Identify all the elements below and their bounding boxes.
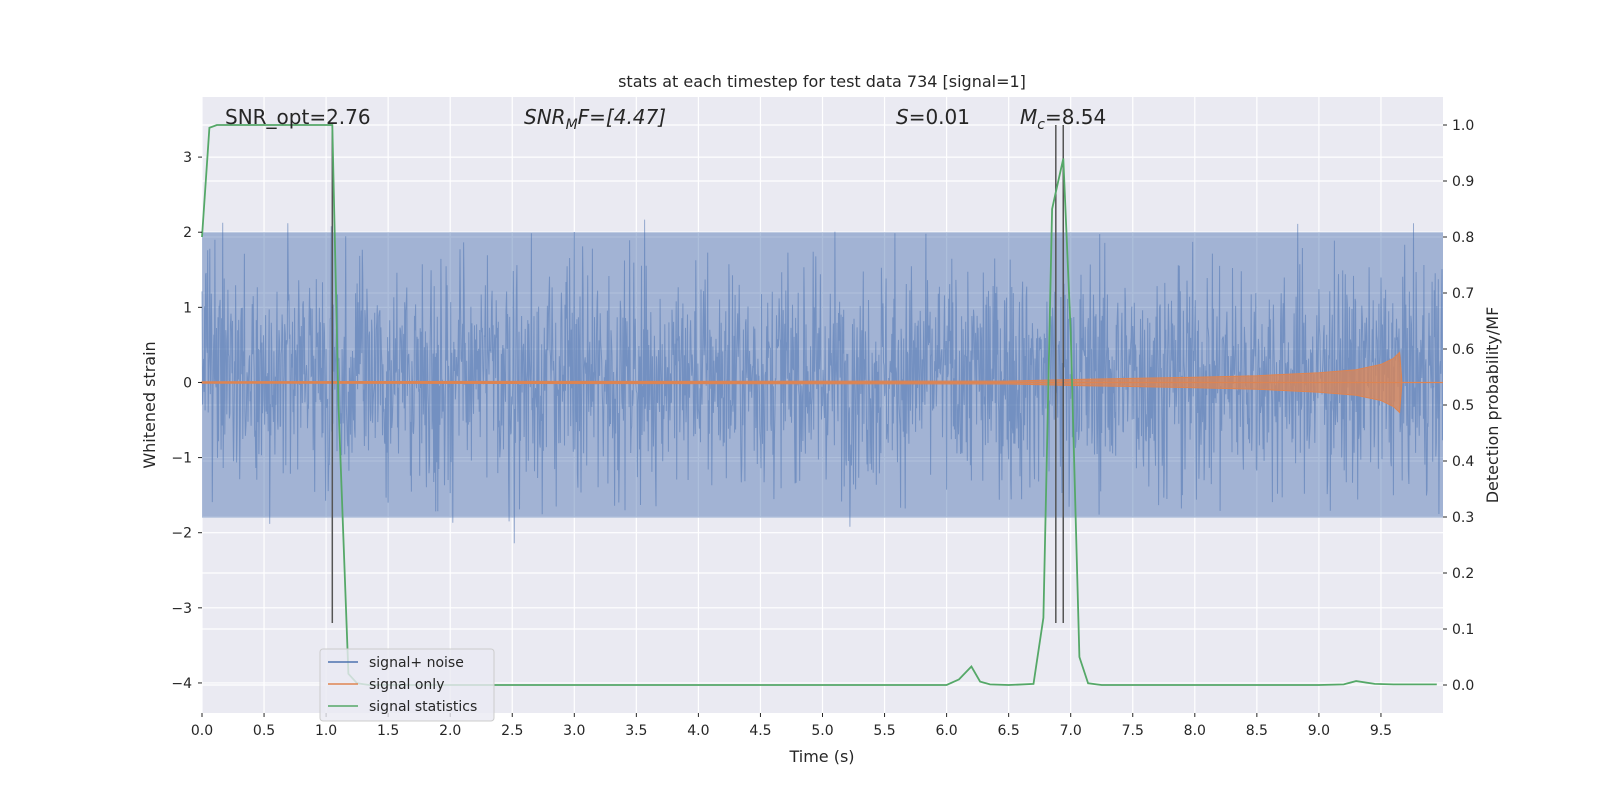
y-left-tick-label: 1	[183, 300, 192, 316]
mc-annotation: Mc=8.54	[1020, 105, 1106, 133]
x-tick-label: 2.0	[439, 723, 461, 739]
s-main: S	[896, 105, 909, 129]
vertical-markers	[331, 125, 1065, 623]
grid	[201, 97, 1443, 713]
y-right-tick-label: 0.9	[1452, 174, 1474, 190]
y-right-axis-ticks: 1.0 0.9 0.8 0.7 0.6 0.5 0.4 0.3 0.2 0.1 0.0	[1443, 118, 1474, 694]
x-tick-label: 8.5	[1246, 723, 1268, 739]
y-right-tick-label: 0.7	[1452, 286, 1474, 302]
x-tick-label: 9.0	[1308, 723, 1330, 739]
x-tick-label: 0.5	[253, 723, 275, 739]
x-axis-label: Time (s)	[788, 747, 854, 766]
snr-mf-annotation: SNRMF=[4.47]	[524, 105, 666, 133]
x-tick-label: 6.5	[998, 723, 1020, 739]
y-left-tick-label: −2	[171, 526, 192, 542]
y-right-tick-label: 0.0	[1452, 678, 1474, 694]
y-right-tick-label: 0.6	[1452, 342, 1474, 358]
y-left-axis-label: Whitened strain	[140, 341, 159, 468]
s-rest: =0.01	[909, 105, 970, 129]
x-tick-label: 1.0	[315, 723, 337, 739]
x-tick-label: 2.5	[501, 723, 523, 739]
legend-label-signal-only: signal only	[369, 677, 444, 693]
y-left-tick-label: −4	[171, 676, 192, 692]
y-left-axis-ticks: 3 2 1 0 −1 −2 −3 −4	[171, 150, 202, 692]
y-left-tick-label: 3	[183, 150, 192, 166]
y-left-tick-label: 0	[183, 375, 192, 391]
mc-sub: c	[1037, 117, 1045, 133]
y-right-tick-label: 1.0	[1452, 118, 1474, 134]
x-tick-label: 8.0	[1184, 723, 1206, 739]
signal-only-envelope	[201, 351, 1403, 414]
x-tick-label: 6.0	[935, 723, 957, 739]
mc-rest: =8.54	[1045, 105, 1106, 129]
x-tick-label: 5.5	[873, 723, 895, 739]
x-tick-label: 0.0	[191, 723, 213, 739]
x-tick-label: 9.5	[1370, 723, 1392, 739]
y-right-tick-label: 0.2	[1452, 566, 1474, 582]
x-tick-label: 5.0	[811, 723, 833, 739]
x-tick-label: 3.5	[625, 723, 647, 739]
x-tick-label: 3.0	[563, 723, 585, 739]
y-right-axis-label: Detection probability/MF	[1483, 307, 1502, 504]
legend-label-signal-noise: signal+ noise	[369, 655, 464, 671]
x-axis-ticks: 0.0 0.5 1.0 1.5 2.0 2.5 3.0 3.5 4.0 4.5 5.0 5.5 6.0 6…	[191, 713, 1392, 739]
y-right-tick-label: 0.5	[1452, 398, 1474, 414]
legend: signal+ noise signal only signal statist…	[319, 648, 495, 722]
x-tick-label: 7.0	[1060, 723, 1082, 739]
snr-mf-rest: F=[4.47]	[578, 105, 666, 129]
snr-opt-annotation: SNR_opt=2.76	[225, 105, 371, 129]
y-right-tick-label: 0.3	[1452, 510, 1474, 526]
mc-main: M	[1020, 105, 1037, 129]
y-left-tick-label: −1	[171, 451, 192, 467]
s-annotation: S=0.01	[896, 105, 970, 129]
y-left-tick-label: 2	[183, 225, 192, 241]
y-right-tick-label: 0.4	[1452, 454, 1474, 470]
y-left-tick-label: −3	[171, 601, 192, 617]
chart-title: stats at each timestep for test data 734…	[618, 72, 1026, 91]
snr-mf-main: SNR	[524, 105, 566, 129]
y-right-tick-label: 0.8	[1452, 230, 1474, 246]
legend-label-signal-statistics: signal statistics	[369, 699, 477, 715]
x-tick-label: 1.5	[377, 723, 399, 739]
legend-box	[319, 648, 495, 722]
signal-only-series	[201, 351, 1443, 414]
x-tick-label: 4.0	[687, 723, 709, 739]
signal-noise-line	[201, 219, 1443, 544]
x-tick-label: 4.5	[749, 723, 771, 739]
snr-mf-sub: M	[566, 117, 578, 133]
x-tick-label: 7.5	[1122, 723, 1144, 739]
y-right-tick-label: 0.1	[1452, 622, 1474, 638]
signal-statistics-line	[201, 124, 1437, 686]
signal-noise-series	[201, 219, 1443, 544]
signal-statistics-series	[201, 124, 1437, 686]
